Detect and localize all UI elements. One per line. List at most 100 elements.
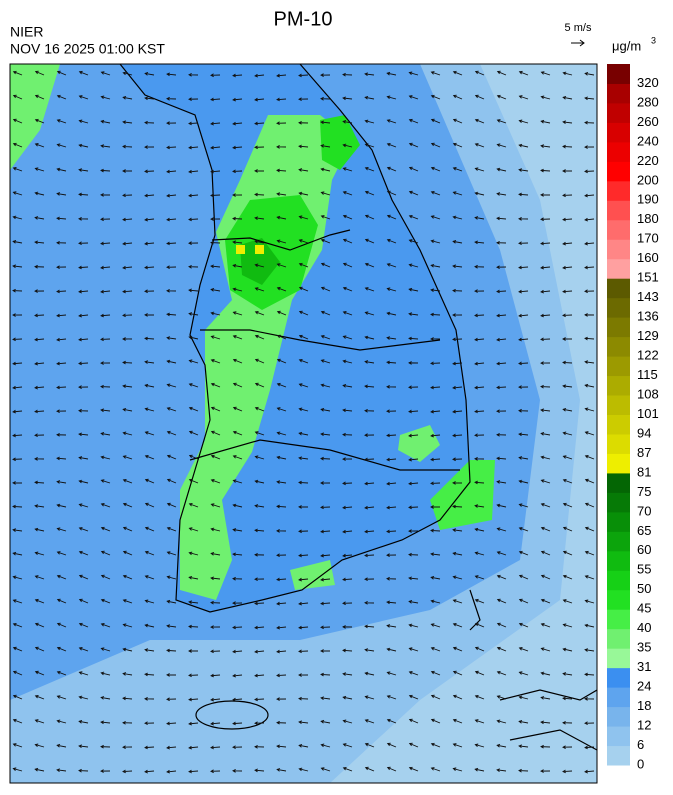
wind-arrow [518, 143, 529, 148]
wind-arrow [232, 455, 243, 460]
wind-arrow [144, 721, 155, 726]
wind-arrow [12, 433, 23, 438]
wind-arrow [342, 384, 353, 388]
wind-arrow [298, 286, 309, 292]
wind-arrow [232, 769, 243, 773]
wind-arrow [254, 577, 265, 582]
wind-arrow [34, 143, 45, 148]
wind-arrow [452, 551, 463, 556]
wind-arrow [518, 598, 529, 604]
wind-arrow [452, 481, 463, 485]
wind-arrow [166, 265, 177, 270]
wind-arrow [540, 265, 551, 270]
wind-arrow [34, 767, 45, 772]
wind-arrow [144, 575, 155, 580]
wind-arrow [408, 118, 419, 124]
wind-arrow [254, 601, 265, 606]
wind-arrow [276, 697, 287, 701]
colorbar-label: 87 [637, 445, 651, 460]
wind-arrow [496, 240, 507, 245]
wind-arrow [452, 142, 463, 148]
wind-arrow [144, 478, 155, 484]
wind-arrow [320, 529, 331, 534]
wind-arrow [78, 119, 89, 124]
wind-arrow [166, 383, 177, 388]
wind-arrow [12, 70, 23, 76]
wind-arrow [210, 311, 221, 316]
wind-arrow [540, 289, 551, 294]
wind-arrow [276, 504, 287, 509]
wind-arrow [298, 696, 309, 701]
wind-arrow [56, 70, 67, 76]
wind-arrow [518, 217, 529, 221]
wind-arrow [12, 599, 23, 604]
colorbar-segment [607, 687, 630, 708]
wind-arrow [562, 289, 573, 294]
wind-arrow [144, 502, 155, 508]
wind-arrow [584, 623, 595, 628]
wind-arrow [100, 526, 111, 532]
wind-arrow [254, 334, 265, 340]
wind-arrow [298, 529, 309, 534]
wind-arrow [364, 143, 375, 148]
wind-arrow [100, 241, 111, 246]
wind-arrow [254, 406, 265, 412]
wind-arrow [386, 336, 397, 340]
wind-arrow [298, 239, 309, 244]
wind-arrow [188, 193, 199, 198]
wind-arrow [298, 577, 309, 582]
wind-arrow [298, 144, 309, 149]
wind-arrow [540, 550, 551, 556]
wind-arrow [122, 95, 133, 100]
wind-arrow [496, 409, 507, 413]
wind-arrow [386, 505, 397, 510]
wind-arrow [320, 577, 331, 582]
wind-arrow [166, 72, 177, 77]
wind-arrow [408, 576, 419, 581]
wind-arrow [144, 526, 155, 532]
colorbar-label: 160 [637, 250, 659, 265]
wind-arrow [100, 479, 111, 484]
map [10, 64, 597, 783]
wind-arrow [122, 550, 133, 556]
wind-arrow [430, 670, 441, 676]
colorbar-segment [607, 102, 630, 123]
wind-arrow [34, 191, 45, 196]
wind-arrow [386, 766, 397, 772]
wind-arrow [342, 408, 353, 413]
wind-arrow [584, 265, 595, 270]
wind-arrow [100, 598, 111, 604]
wind-arrow [34, 646, 45, 652]
wind-arrow [144, 672, 155, 677]
wind-arrow [342, 648, 353, 653]
wind-arrow [408, 361, 419, 365]
wind-arrow [100, 265, 111, 270]
wind-arrow [496, 265, 507, 269]
wind-arrow [232, 263, 243, 268]
wind-arrow [452, 240, 463, 244]
wind-arrow [364, 648, 375, 652]
wind-arrow [78, 647, 89, 652]
wind-arrow [122, 265, 133, 270]
wind-arrow [100, 455, 111, 460]
wind-arrow [562, 431, 573, 436]
colorbar-segment [607, 550, 630, 571]
wind-arrow [166, 721, 177, 726]
wind-arrow [496, 313, 507, 318]
wind-arrow [320, 719, 331, 724]
wind-arrow [254, 145, 265, 150]
wind-arrow [276, 577, 287, 582]
wind-arrow [342, 481, 353, 486]
wind-arrow [12, 670, 23, 676]
wind-arrow [34, 385, 45, 390]
wind-arrow [144, 769, 155, 774]
wind-arrow [540, 361, 551, 365]
wind-arrow [78, 70, 89, 76]
wind-arrow [496, 456, 507, 461]
wind-arrow [298, 505, 309, 509]
wind-arrow [386, 311, 397, 316]
wind-arrow [408, 433, 419, 438]
wind-arrow [342, 766, 353, 772]
wind-arrow [56, 574, 67, 580]
wind-arrow [474, 433, 485, 438]
